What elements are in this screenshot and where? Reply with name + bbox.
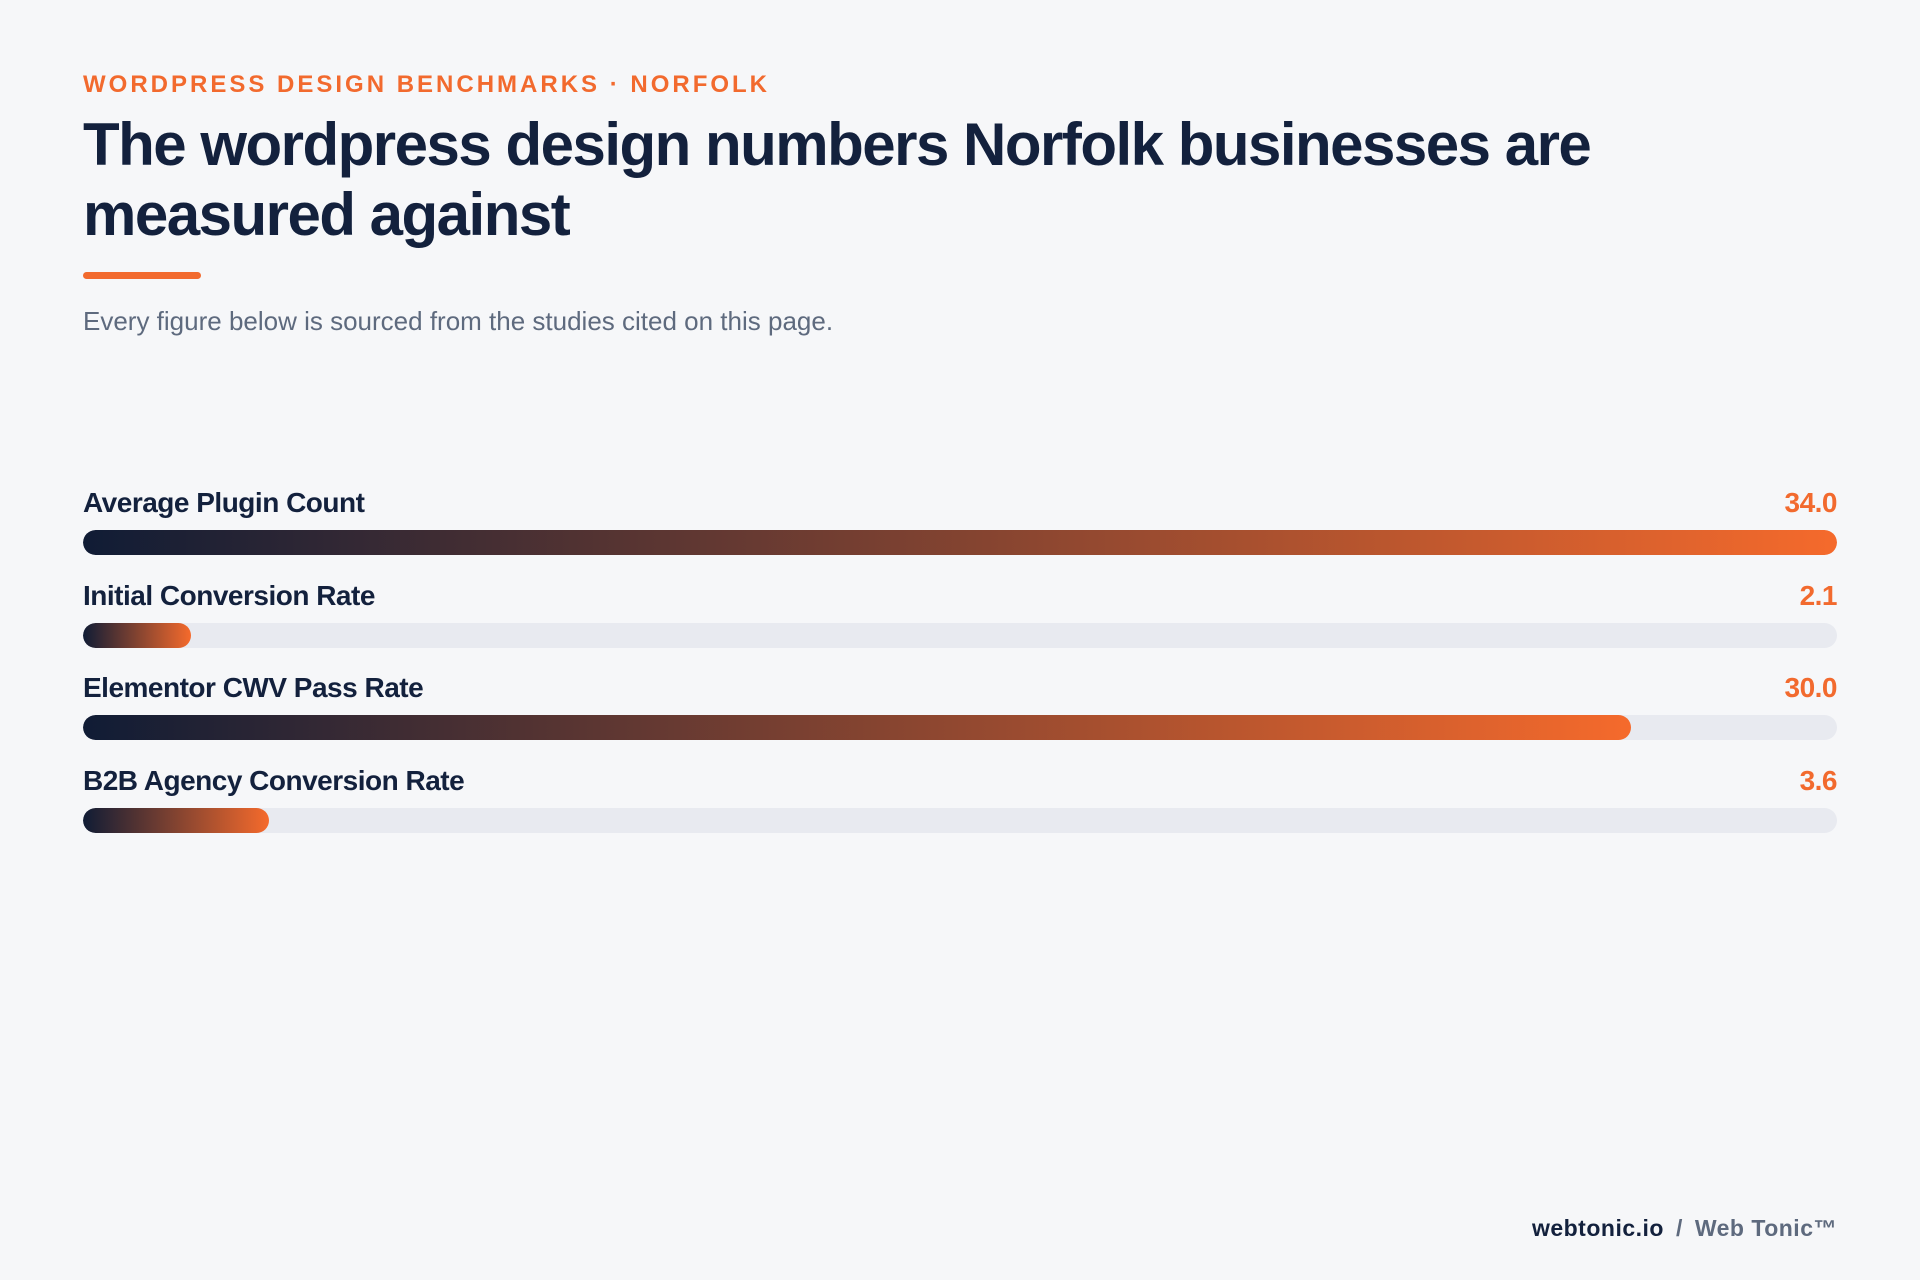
- eyebrow-label: WORDPRESS DESIGN BENCHMARKS · NORFOLK: [83, 71, 771, 98]
- bar-label: Elementor CWV Pass Rate: [83, 672, 424, 703]
- bar-value-label: 2.1: [1799, 579, 1838, 611]
- bar-row: Initial Conversion Rate 2.1: [83, 573, 1838, 666]
- bar-row: Elementor CWV Pass Rate 30.0: [83, 665, 1837, 758]
- bar-label: Average Plugin Count: [83, 487, 365, 518]
- bar-label: B2B Agency Conversion Rate: [83, 764, 465, 796]
- footer-separator: /: [1675, 1215, 1683, 1241]
- bar-value-label: 34.0: [1784, 487, 1838, 518]
- bar-label: Initial Conversion Rate: [83, 579, 375, 611]
- footer-credit: webtonic.io / Web Tonic™: [1532, 1215, 1837, 1242]
- bar: [83, 807, 269, 833]
- title-accent-underline: [83, 272, 201, 279]
- bar-row: B2B Agency Conversion Rate 3.6: [83, 758, 1838, 851]
- footer-brand: Web Tonic™: [1694, 1215, 1837, 1241]
- bar-value-label: 30.0: [1784, 672, 1838, 703]
- bar: [83, 715, 1631, 740]
- bar-row: Average Plugin Count 34.0: [83, 480, 1837, 573]
- page-subtitle: Every figure below is sourced from the s…: [83, 306, 834, 336]
- bar-track: [83, 807, 1837, 833]
- bar: [83, 530, 1837, 555]
- bar: [83, 622, 192, 648]
- bar-value-label: 3.6: [1799, 764, 1838, 796]
- bar-track: [83, 622, 1837, 648]
- benchmark-bar-chart: Average Plugin Count 34.0 Initial Conversi…: [83, 480, 1838, 851]
- header: WORDPRESS DESIGN BENCHMARKS · NORFOLK Th…: [83, 70, 1837, 337]
- footer-site: webtonic.io: [1531, 1215, 1664, 1241]
- page-title: The wordpress design numbers Norfolk bus…: [83, 111, 1592, 248]
- bar-track: [83, 530, 1837, 555]
- bar-track: [83, 715, 1837, 740]
